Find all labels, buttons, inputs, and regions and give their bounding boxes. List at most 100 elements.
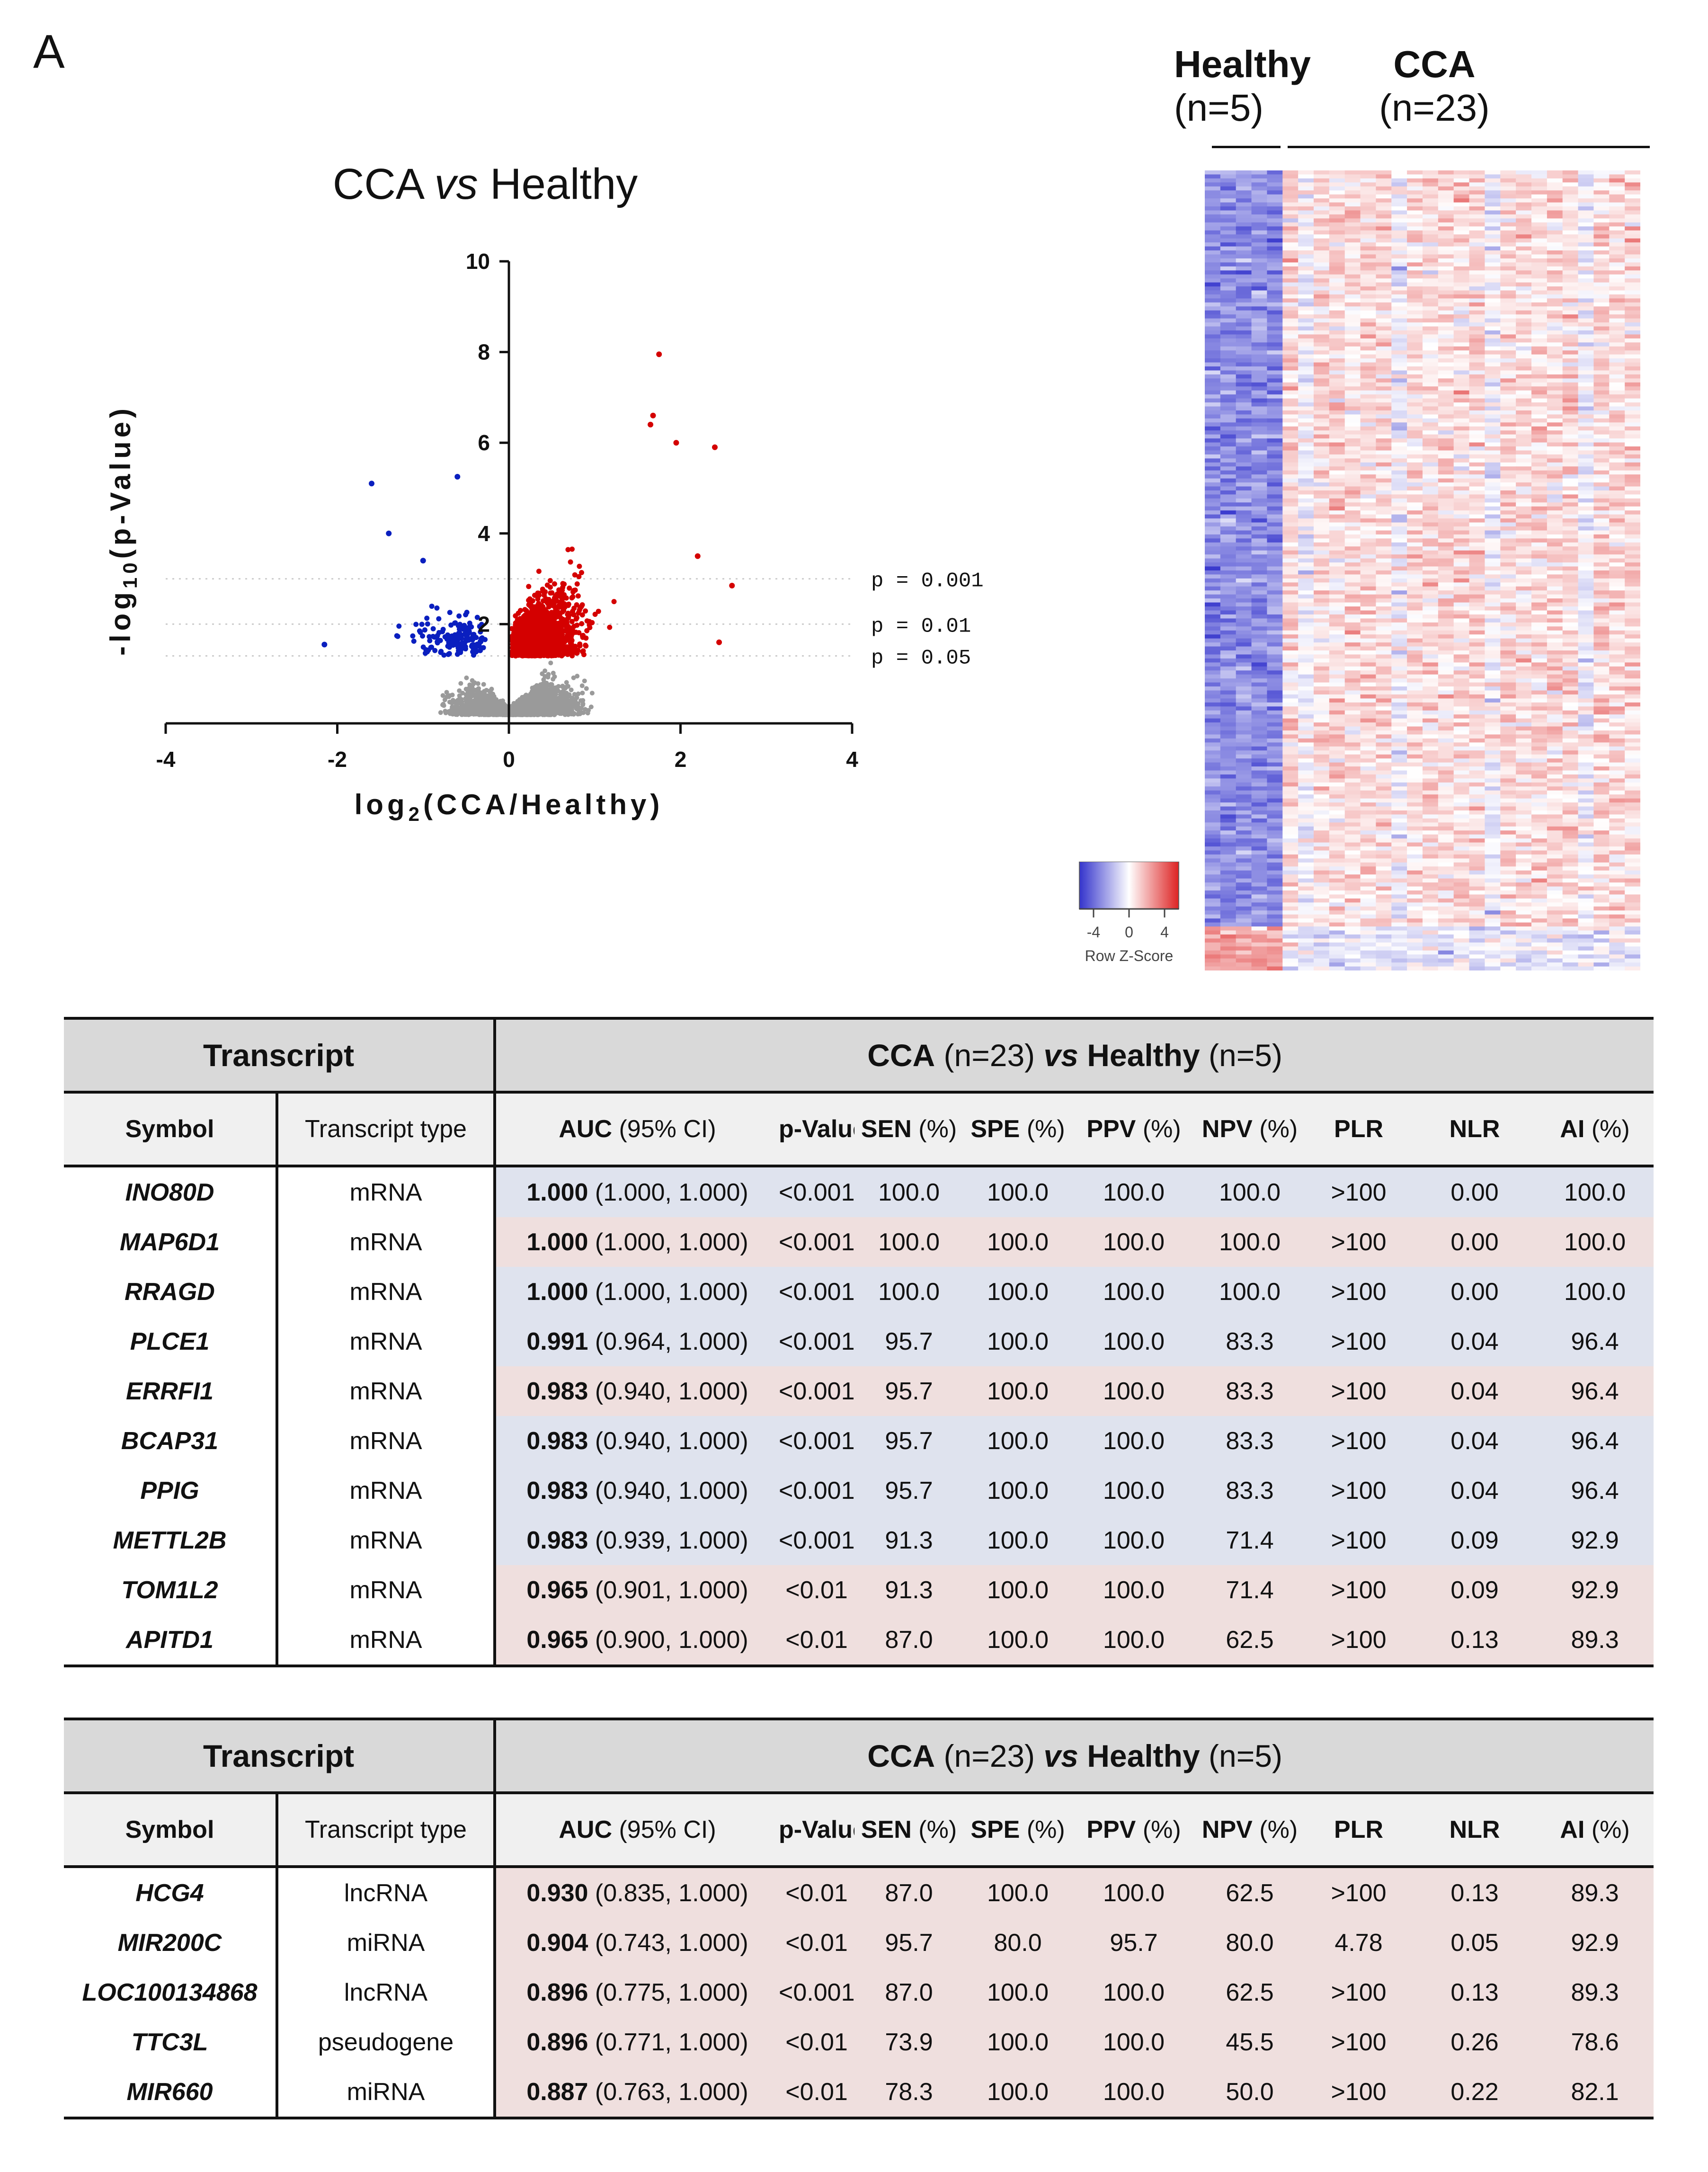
data-point — [551, 670, 556, 676]
data-point — [450, 704, 455, 710]
data-point — [579, 602, 585, 608]
data-point — [541, 689, 546, 694]
threshold-label: p = 0.001 — [871, 570, 984, 593]
data-point — [533, 705, 538, 710]
data-point — [513, 613, 518, 619]
threshold-label: p = 0.05 — [871, 646, 971, 670]
data-point — [569, 619, 575, 624]
data-point — [576, 610, 581, 616]
data-point — [552, 621, 557, 627]
data-point — [500, 698, 505, 703]
data-point — [559, 692, 564, 697]
data-point — [464, 610, 470, 615]
points-up-regulated — [508, 351, 735, 659]
data-point — [547, 578, 553, 583]
data-point — [453, 710, 458, 715]
data-point — [460, 712, 465, 717]
data-point — [513, 620, 518, 626]
data-point — [420, 633, 426, 639]
data-point — [548, 660, 553, 666]
data-point — [490, 694, 495, 700]
data-point — [459, 697, 464, 702]
data-point — [386, 530, 392, 536]
data-point — [583, 608, 588, 614]
points-not-significant — [438, 660, 595, 717]
data-point — [460, 691, 465, 696]
data-point — [470, 633, 476, 639]
data-point — [436, 616, 442, 622]
data-point — [473, 701, 478, 706]
data-point — [560, 684, 565, 689]
data-point — [572, 572, 578, 578]
data-point — [560, 581, 566, 587]
data-point — [579, 683, 585, 688]
data-point — [565, 612, 570, 617]
data-point — [583, 643, 589, 649]
data-point — [589, 691, 595, 696]
data-point — [468, 700, 473, 705]
data-point — [564, 680, 569, 685]
data-point — [437, 638, 443, 643]
data-point — [525, 700, 530, 705]
data-point — [430, 626, 436, 632]
data-point — [464, 675, 469, 680]
data-point — [395, 633, 400, 639]
data-point — [517, 701, 522, 706]
data-point — [521, 614, 526, 620]
data-point — [567, 585, 572, 591]
data-point — [578, 698, 584, 703]
data-point — [571, 605, 577, 611]
data-point — [574, 581, 580, 587]
data-point — [456, 626, 462, 632]
data-point — [489, 702, 494, 707]
data-point — [457, 635, 463, 641]
data-point — [440, 627, 446, 632]
data-point — [554, 706, 559, 711]
data-point — [369, 481, 374, 487]
data-point — [551, 687, 556, 692]
data-point — [611, 599, 617, 605]
data-point — [571, 675, 576, 680]
data-point — [489, 686, 494, 692]
data-point — [587, 625, 593, 631]
data-point — [413, 622, 419, 627]
data-point — [427, 638, 433, 643]
data-point — [453, 620, 458, 626]
data-point — [596, 608, 601, 614]
data-point — [576, 691, 581, 696]
data-point — [460, 640, 465, 646]
data-point — [474, 649, 480, 654]
data-point — [456, 613, 462, 619]
data-point — [544, 701, 550, 706]
data-point — [531, 711, 536, 716]
data-point — [543, 635, 549, 641]
data-point — [458, 706, 463, 711]
data-point — [532, 700, 537, 705]
data-point — [522, 708, 527, 713]
data-point — [545, 683, 551, 688]
data-point — [579, 621, 585, 626]
data-point — [560, 604, 565, 609]
data-point — [537, 694, 542, 699]
data-point — [417, 628, 422, 634]
data-point — [569, 687, 574, 693]
data-point — [541, 684, 546, 689]
data-point — [410, 633, 416, 639]
data-point — [552, 604, 557, 609]
data-point — [481, 682, 486, 687]
data-point — [457, 688, 462, 693]
data-point — [561, 708, 566, 713]
data-point — [495, 712, 500, 717]
data-point — [516, 712, 522, 717]
data-point — [588, 704, 594, 710]
data-point — [542, 712, 547, 717]
data-point — [457, 622, 463, 627]
data-point — [449, 700, 454, 705]
data-point — [447, 633, 453, 639]
data-point — [481, 708, 487, 713]
data-point — [575, 593, 581, 599]
data-point — [420, 558, 426, 564]
data-point — [450, 693, 455, 698]
data-point — [565, 547, 571, 552]
